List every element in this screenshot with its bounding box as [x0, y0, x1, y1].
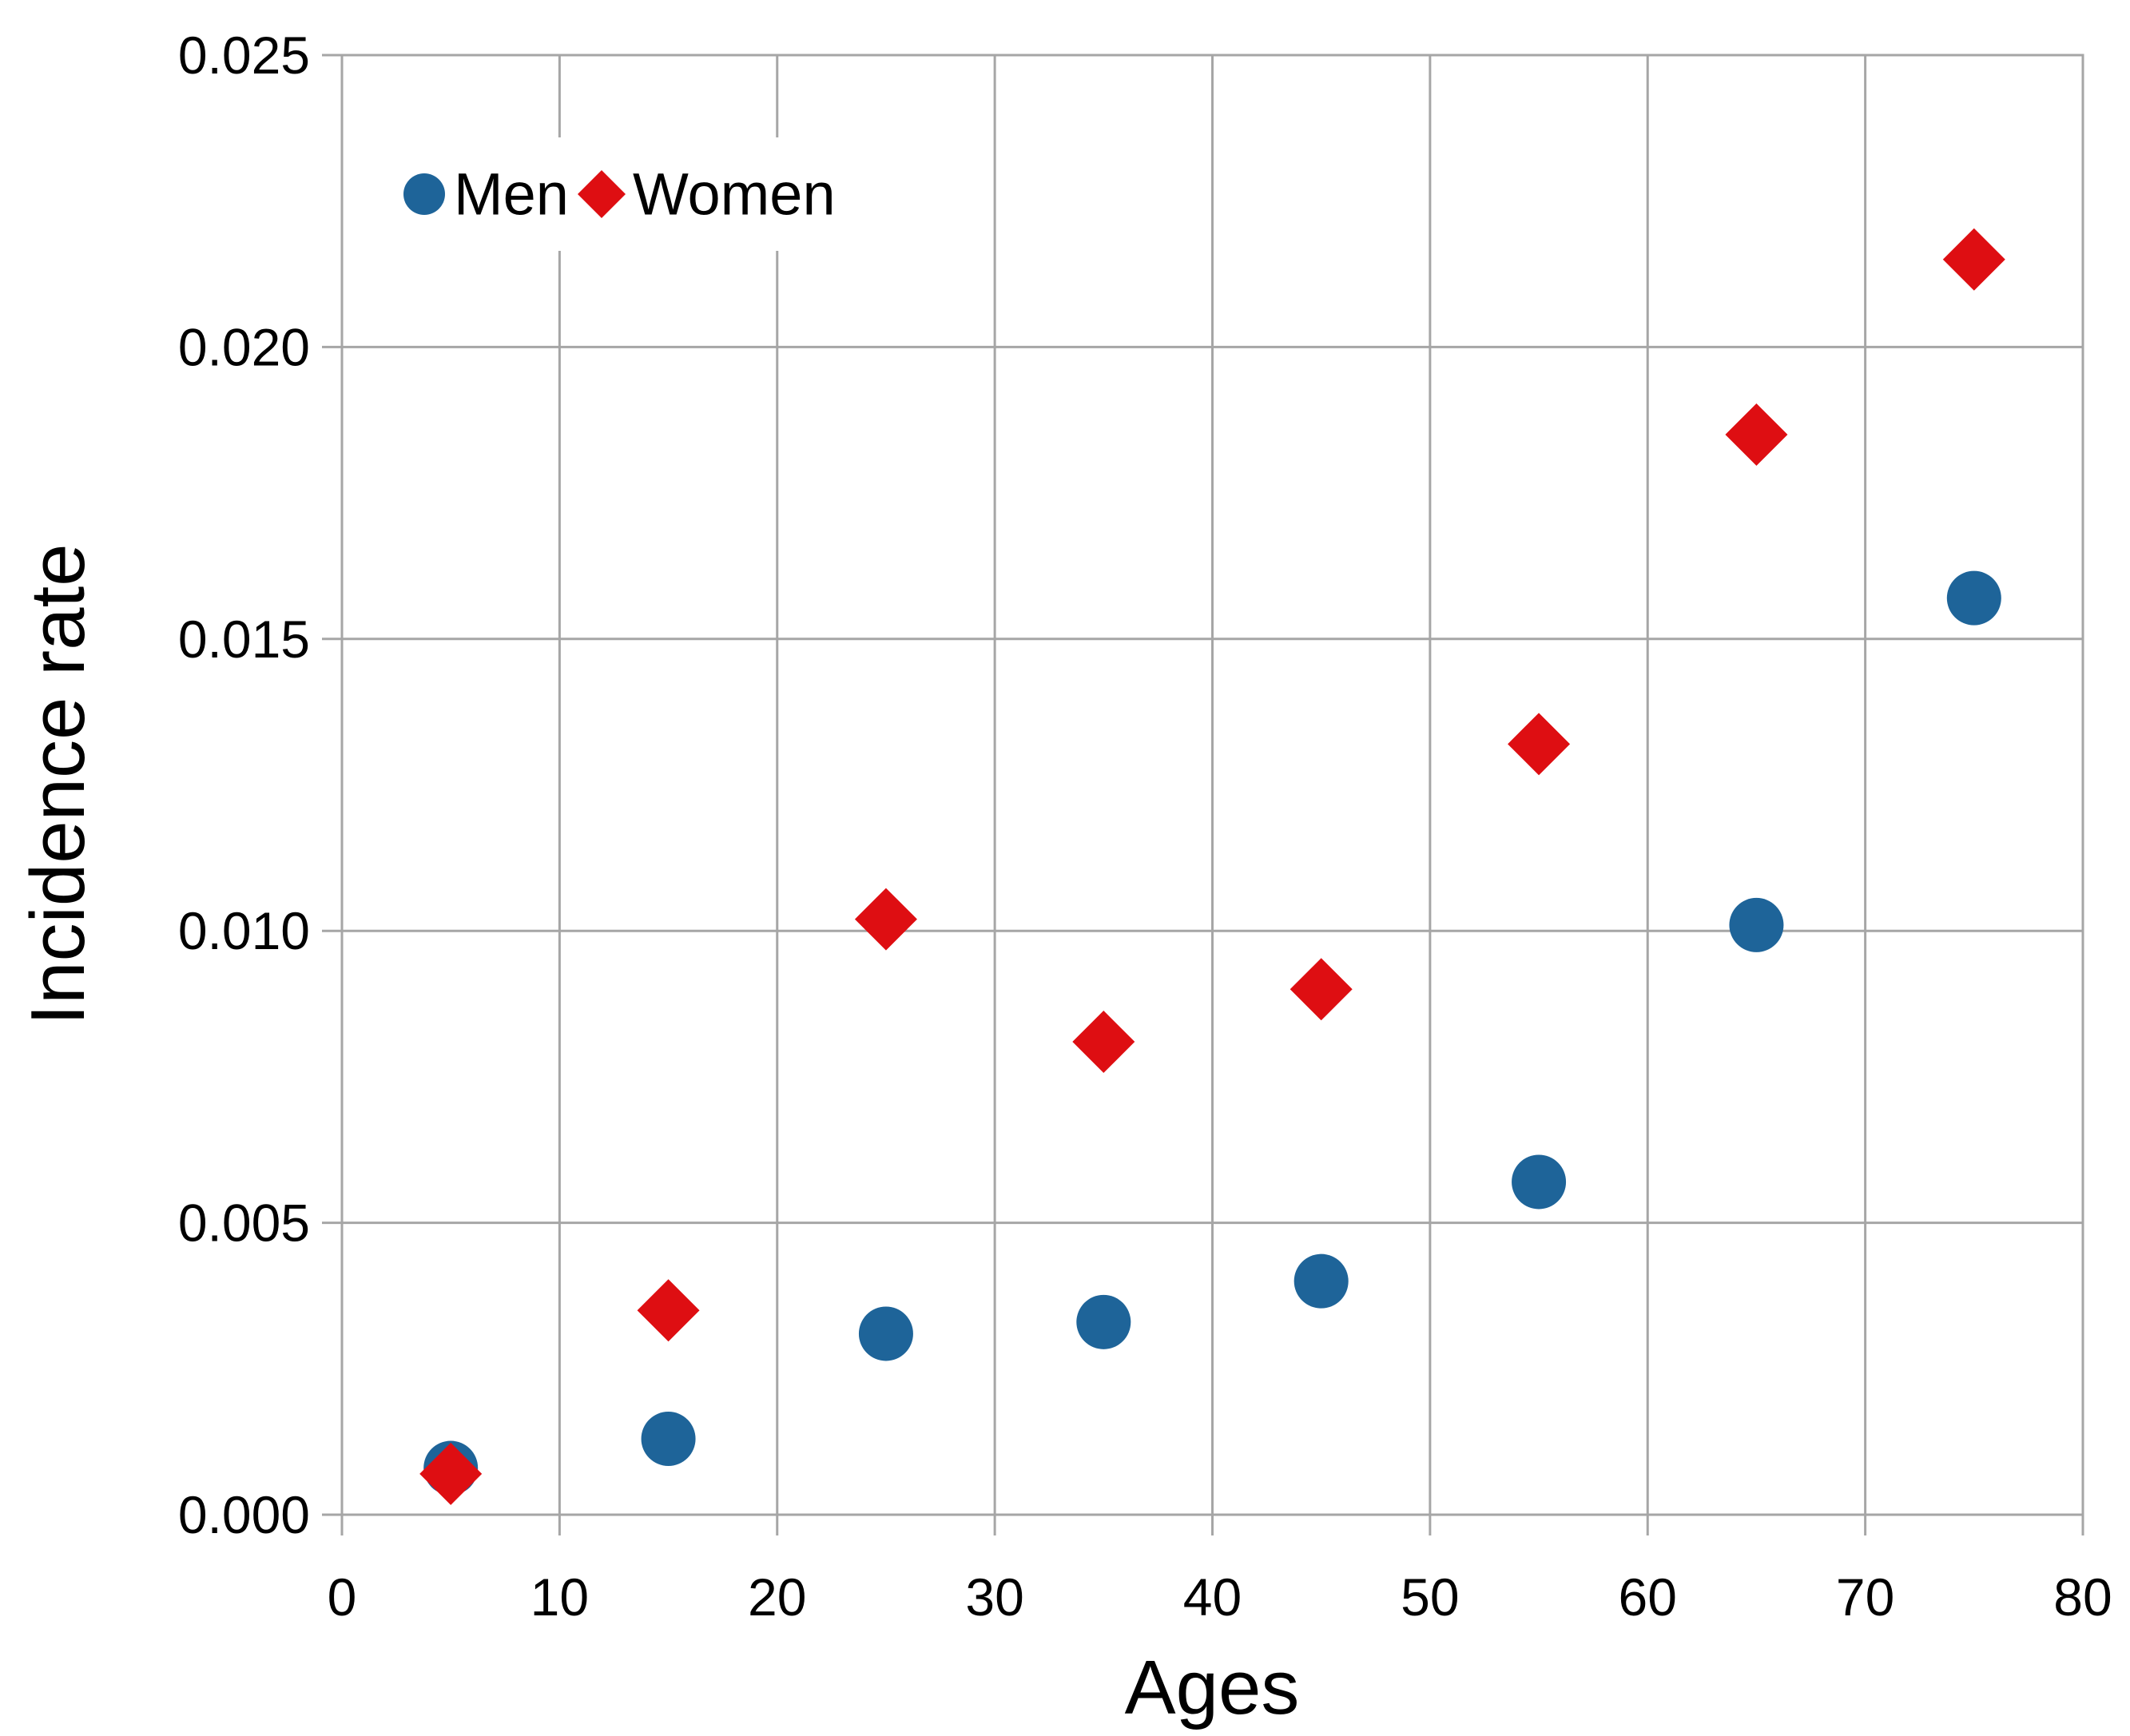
y-tick-label: 0.025 — [178, 26, 310, 85]
data-point-men — [1076, 1294, 1131, 1349]
y-axis-title: Incidence rate — [15, 543, 101, 1025]
x-tick-label: 0 — [328, 1567, 357, 1627]
y-tick-label: 0.000 — [178, 1485, 310, 1544]
data-point-women — [1725, 403, 1788, 467]
y-tick-label: 0.005 — [178, 1194, 310, 1253]
data-point-men — [1512, 1154, 1567, 1210]
data-point-women — [1290, 958, 1353, 1021]
x-tick-label: 60 — [1619, 1567, 1677, 1627]
axis-ticks — [322, 54, 2084, 1535]
y-tick-label: 0.015 — [178, 610, 310, 669]
x-tick-label: 30 — [965, 1567, 1023, 1627]
data-point-men — [641, 1411, 696, 1466]
x-tick-labels: 0 10 20 30 40 50 60 70 80 — [328, 1567, 2112, 1627]
legend: Men Women — [376, 137, 895, 251]
y-tick-label: 0.020 — [178, 317, 310, 376]
legend-label-men: Men — [454, 161, 569, 228]
y-tick-label: 0.010 — [178, 901, 310, 960]
data-point-women — [637, 1279, 700, 1342]
x-tick-label: 40 — [1183, 1567, 1242, 1627]
data-points — [419, 228, 2005, 1505]
data-point-men — [1729, 897, 1784, 952]
data-point-men — [1293, 1253, 1349, 1309]
data-point-women — [1072, 1011, 1135, 1074]
legend-label-women: Women — [633, 161, 836, 228]
x-tick-label: 50 — [1401, 1567, 1459, 1627]
data-point-women — [854, 888, 917, 951]
data-point-women — [1508, 713, 1571, 776]
legend-marker-men-circle-icon — [403, 173, 445, 215]
y-tick-labels: 0.000 0.005 0.010 0.015 0.020 0.025 — [178, 26, 310, 1544]
gridlines — [342, 55, 2083, 1515]
x-tick-label: 70 — [1836, 1567, 1894, 1627]
x-axis-title: Ages — [1125, 1645, 1300, 1730]
data-point-women — [419, 1442, 483, 1505]
data-point-women — [1942, 228, 2005, 291]
x-tick-label: 20 — [748, 1567, 806, 1627]
x-tick-label: 10 — [531, 1567, 589, 1627]
legend-marker-women-diamond-icon — [578, 170, 626, 218]
legend-background — [376, 137, 895, 251]
data-point-men — [858, 1306, 913, 1361]
data-point-men — [1946, 570, 2001, 626]
x-tick-label: 80 — [2053, 1567, 2112, 1627]
